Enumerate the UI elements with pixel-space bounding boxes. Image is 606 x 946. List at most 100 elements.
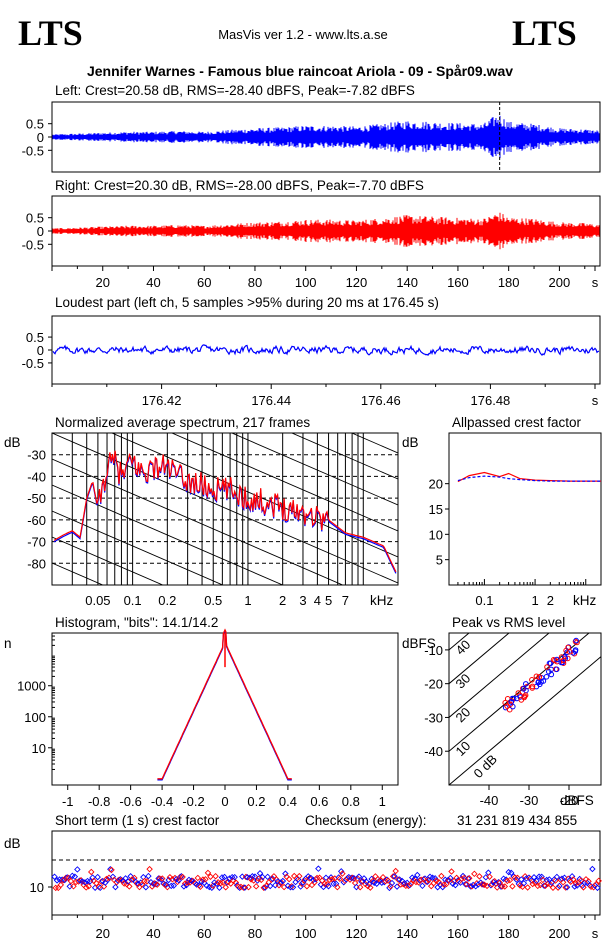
peak-rms-point: [506, 706, 513, 713]
histogram-title: Histogram, "bits": 14.1/14.2: [55, 615, 218, 630]
x-tick-label: 0.5: [204, 593, 222, 608]
loudest-title: Loudest part (left ch, 5 samples >95% du…: [55, 295, 439, 310]
crest-point: [457, 879, 464, 886]
crest-point: [298, 880, 306, 887]
crest-point: [84, 877, 91, 885]
crest-point: [56, 876, 63, 883]
x-tick-label: 180: [498, 275, 520, 290]
crest-point: [424, 878, 431, 885]
crest-point: [530, 874, 538, 881]
x-tick-label: 1: [244, 593, 251, 608]
crest-point: [218, 874, 226, 881]
spectrum-grid: [52, 433, 398, 585]
crest-point: [355, 873, 363, 880]
allpass-xunit: kHz: [573, 593, 596, 608]
crest-point: [63, 874, 71, 881]
crest-point: [138, 881, 146, 888]
x-tick-label: 0.05: [85, 593, 110, 608]
crest-point: [556, 882, 563, 890]
x-tick-label: s: [592, 926, 599, 941]
crest-point: [221, 873, 228, 881]
crest-point: [301, 877, 308, 884]
crest-point: [562, 884, 569, 891]
crest-point: [367, 884, 374, 891]
crest-point: [464, 875, 472, 882]
slope-line: [52, 458, 344, 585]
crest-point: [143, 877, 151, 885]
crest-point: [379, 873, 387, 881]
crest-point: [447, 874, 454, 882]
crest-point: [152, 880, 160, 888]
crest-point: [577, 877, 585, 884]
crest-point: [427, 882, 435, 890]
crest-point: [501, 883, 509, 890]
crest-point: [112, 883, 119, 891]
crest-point: [82, 884, 90, 891]
x-tick-label: 20: [96, 275, 110, 290]
x-tick-label: 176.44: [251, 393, 291, 408]
crest-point: [471, 870, 478, 878]
peak-rms-point: [560, 660, 567, 667]
peak-rms-point: [561, 654, 568, 660]
peak-rms-point: [529, 677, 535, 683]
crest-point: [81, 879, 89, 886]
x-tick-label: 5: [325, 593, 332, 608]
diag-label: 30: [453, 671, 474, 692]
crest-point: [278, 879, 285, 886]
x-tick-label: 0.4: [279, 794, 297, 809]
crest-point: [70, 883, 77, 890]
crest-point: [202, 876, 209, 883]
peak-rms-point: [529, 683, 536, 690]
crest-point: [153, 881, 161, 888]
x-tick-label: 40: [146, 275, 160, 290]
allpass-title: Allpassed crest factor: [452, 415, 582, 430]
crest-point: [146, 865, 153, 873]
crest-point: [242, 873, 250, 881]
crest-point: [232, 879, 240, 886]
peakrms-ylabel: dBFS: [402, 636, 436, 651]
crest-diagonal: [449, 633, 550, 719]
slope-line: [290, 433, 398, 480]
y-tick-label: 5: [436, 553, 443, 568]
crest-point: [401, 880, 408, 887]
left-channel-plot: 0.50-0.5: [22, 101, 601, 173]
crest-point: [108, 866, 115, 874]
diag-label: 20: [453, 704, 474, 725]
crest-point: [289, 884, 297, 891]
right-channel-plot: 0.50-0.5 20 40 60 80 100 120 140 160 180 200 s: [22, 195, 601, 290]
crest-point: [174, 878, 181, 886]
peakrms-plot-frame: [448, 632, 602, 786]
crest-point: [145, 872, 152, 880]
x-tick-label: 160: [447, 275, 469, 290]
crest-point: [572, 879, 580, 887]
crest-point: [389, 873, 397, 880]
x-tick-label: 176.48: [471, 393, 511, 408]
x-tick-label: 0.1: [475, 593, 493, 608]
crest-point: [570, 876, 577, 883]
crest-point: [395, 876, 402, 883]
crest-point: [448, 868, 455, 875]
spectrum-xunit: kHz: [370, 593, 393, 608]
peak-rms-point: [547, 660, 554, 667]
y-tick-label: 0: [37, 343, 44, 358]
crest-point: [337, 868, 345, 875]
x-tick-label: 200: [549, 926, 571, 941]
crest-point: [364, 882, 372, 890]
crest-point: [74, 866, 81, 873]
crest-point: [563, 883, 571, 891]
crest-point: [299, 879, 307, 886]
x-tick-label: 3: [299, 593, 306, 608]
crest-point: [245, 883, 252, 891]
waveform-left: [52, 115, 600, 159]
crest-point: [264, 873, 271, 881]
crest-point: [495, 879, 502, 886]
crest-point: [168, 882, 175, 890]
x-tick-label: 20: [96, 926, 110, 941]
y-tick-label: 10: [429, 527, 443, 542]
crest-point: [252, 883, 260, 890]
crest-point: [223, 879, 231, 886]
crest-point: [535, 873, 543, 880]
crest-point: [406, 881, 413, 889]
crest-point: [466, 875, 473, 882]
crest-point: [462, 881, 469, 888]
